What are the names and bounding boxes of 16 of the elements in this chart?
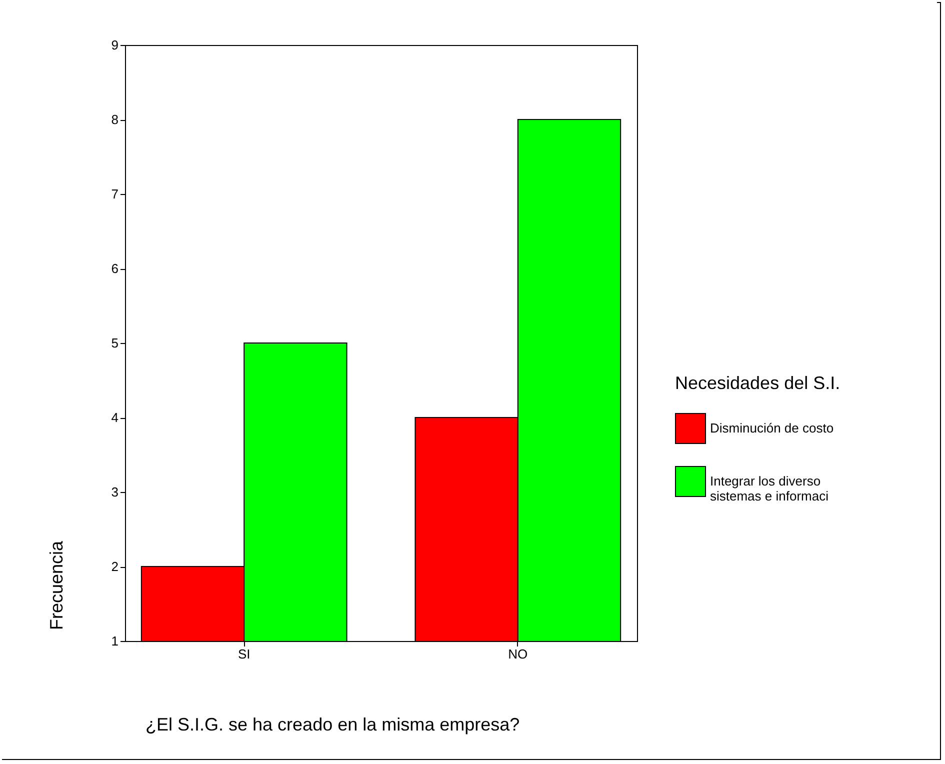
legend-label: Integrar los diverso sistemas e informaci [710, 474, 829, 504]
x-axis-title: ¿El S.I.G. se ha creado en la misma empresa? [146, 714, 520, 734]
y-tick-label: 6 [111, 261, 118, 276]
legend-label: Disminución de costo [710, 420, 834, 436]
y-tick-label: 9 [111, 38, 118, 52]
legend-title: Necesidades del S.I. [675, 373, 840, 393]
x-tick-label: NO [508, 646, 528, 662]
y-tick-label: 4 [111, 410, 118, 425]
y-tick-label: 8 [111, 112, 118, 127]
y-axis-title: Frecuencia [46, 540, 66, 630]
y-tick-label: 5 [111, 336, 118, 350]
x-tick-label: SI [238, 646, 250, 662]
y-tick-label: 3 [111, 484, 118, 500]
y-tick-label: 1 [111, 634, 118, 648]
y-tick-label: 2 [111, 559, 118, 574]
y-tick-label: 7 [111, 186, 118, 202]
